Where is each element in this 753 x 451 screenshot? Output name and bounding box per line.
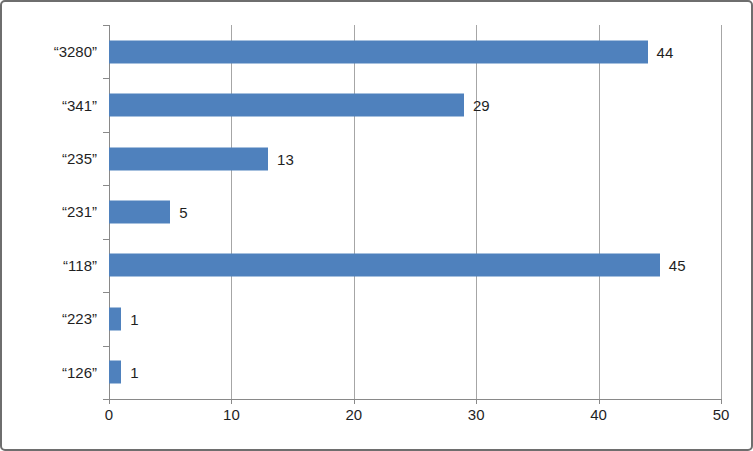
data-label: 45 (669, 257, 686, 274)
value-axis-line (109, 399, 721, 400)
bar (109, 40, 648, 63)
bar (109, 361, 121, 384)
value-axis-tick (599, 399, 600, 404)
bar-row: 1 (109, 292, 721, 345)
value-axis-tick (109, 399, 110, 404)
bar-row: 5 (109, 185, 721, 238)
category-label: “118” (2, 239, 97, 292)
bar-row: 13 (109, 132, 721, 185)
value-axis-tick-label: 30 (468, 406, 485, 423)
value-axis-tick (231, 399, 232, 404)
plot-area: 44 29 13 5 45 1 1 (109, 25, 721, 399)
bar (109, 254, 660, 277)
data-label: 44 (657, 43, 674, 60)
value-axis-tick-label: 20 (345, 406, 362, 423)
gridline (721, 25, 722, 399)
value-axis-tick (354, 399, 355, 404)
category-axis-labels: “3280”“341”“235”“231”“118”“223”“126” (2, 25, 97, 399)
data-label: 1 (130, 364, 138, 381)
chart-frame: “3280”“341”“235”“231”“118”“223”“126” 44 2… (0, 0, 753, 451)
data-label: 1 (130, 310, 138, 327)
value-axis-tick-label: 0 (105, 406, 113, 423)
bar-row: 1 (109, 346, 721, 399)
category-label: “341” (2, 78, 97, 131)
value-axis-tick-label: 40 (590, 406, 607, 423)
bar-row: 29 (109, 78, 721, 131)
category-label: “223” (2, 292, 97, 345)
bar (109, 94, 464, 117)
category-label: “235” (2, 132, 97, 185)
category-label: “126” (2, 346, 97, 399)
value-axis-tick (476, 399, 477, 404)
bar (109, 307, 121, 330)
bar-row: 45 (109, 239, 721, 292)
value-axis-labels: 01020304050 (109, 406, 721, 428)
data-label: 5 (179, 203, 187, 220)
data-label: 29 (473, 97, 490, 114)
bar (109, 147, 268, 170)
value-axis-tick-label: 10 (223, 406, 240, 423)
value-axis-tick-label: 50 (713, 406, 730, 423)
category-axis-tick (103, 399, 109, 400)
value-axis-tick (721, 399, 722, 404)
category-label: “231” (2, 185, 97, 238)
category-label: “3280” (2, 25, 97, 78)
data-label: 13 (277, 150, 294, 167)
bar (109, 200, 170, 223)
bar-row: 44 (109, 25, 721, 78)
